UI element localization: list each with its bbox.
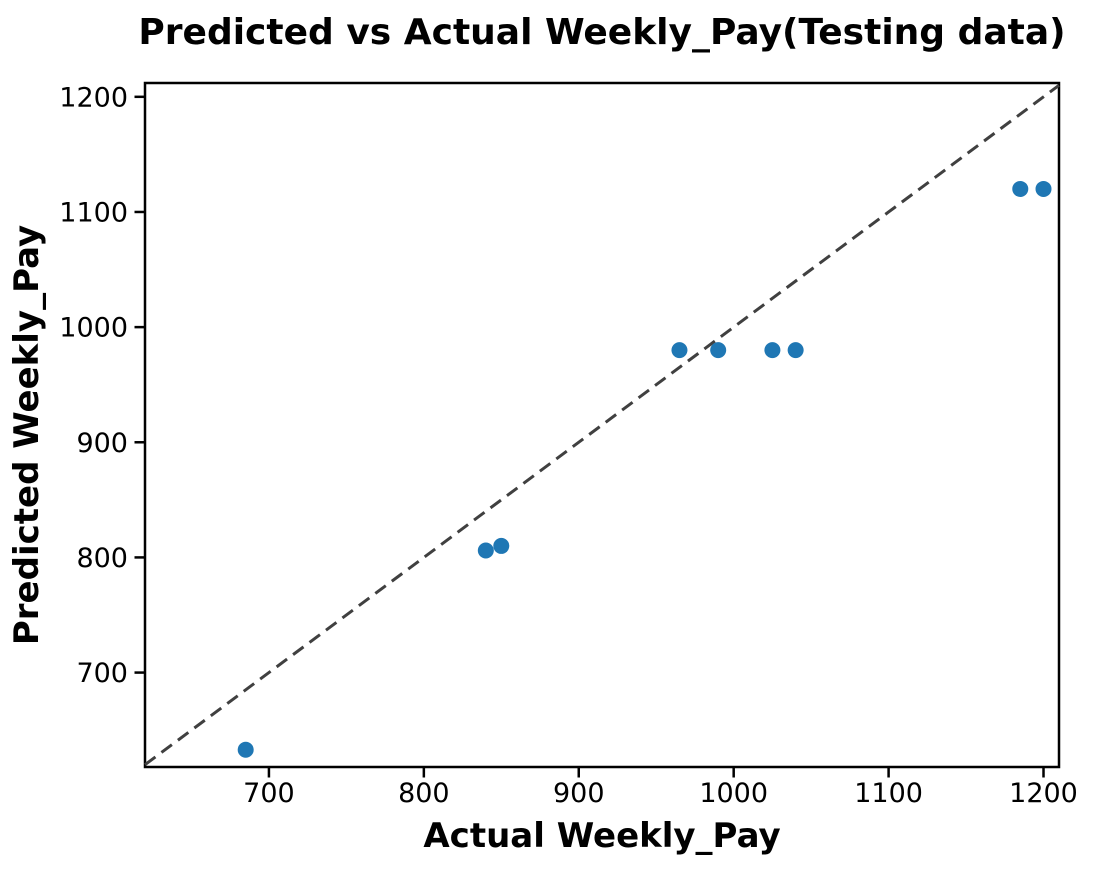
x-axis: 700 800 900 1000 1100 1200 bbox=[243, 768, 1078, 809]
y-tick-label: 1200 bbox=[59, 82, 128, 113]
identity-line bbox=[144, 84, 1060, 766]
x-tick-label: 700 bbox=[243, 778, 295, 809]
scatter-point bbox=[764, 342, 781, 359]
scatter-point bbox=[477, 542, 494, 559]
x-tick-label: 1200 bbox=[1009, 778, 1078, 809]
scatter-point bbox=[1012, 180, 1029, 197]
scatter-point bbox=[710, 342, 727, 359]
chart-title: Predicted vs Actual Weekly_Pay(Testing d… bbox=[138, 12, 1065, 53]
x-axis-label: Actual Weekly_Pay bbox=[423, 816, 780, 856]
y-axis: 700 800 900 1000 1100 1200 bbox=[59, 82, 144, 689]
y-tick-label: 900 bbox=[76, 428, 128, 459]
y-tick-label: 800 bbox=[76, 543, 128, 574]
scatter-point bbox=[493, 537, 510, 554]
reference-line-layer bbox=[144, 84, 1060, 766]
plot-border bbox=[143, 81, 1061, 769]
y-axis-label: Predicted Weekly_Pay bbox=[7, 225, 47, 645]
x-tick-label: 800 bbox=[398, 778, 450, 809]
x-tick-label: 1000 bbox=[699, 778, 768, 809]
y-tick-label: 700 bbox=[76, 658, 128, 689]
y-tick-label: 1100 bbox=[59, 197, 128, 228]
scatter-point bbox=[1035, 180, 1052, 197]
y-tick-label: 1000 bbox=[59, 313, 128, 344]
scatter-point bbox=[237, 741, 254, 758]
scatter-points bbox=[237, 180, 1052, 758]
scatter-point bbox=[787, 342, 804, 359]
x-tick-label: 900 bbox=[553, 778, 605, 809]
x-tick-label: 1100 bbox=[854, 778, 923, 809]
scatter-point bbox=[671, 342, 688, 359]
